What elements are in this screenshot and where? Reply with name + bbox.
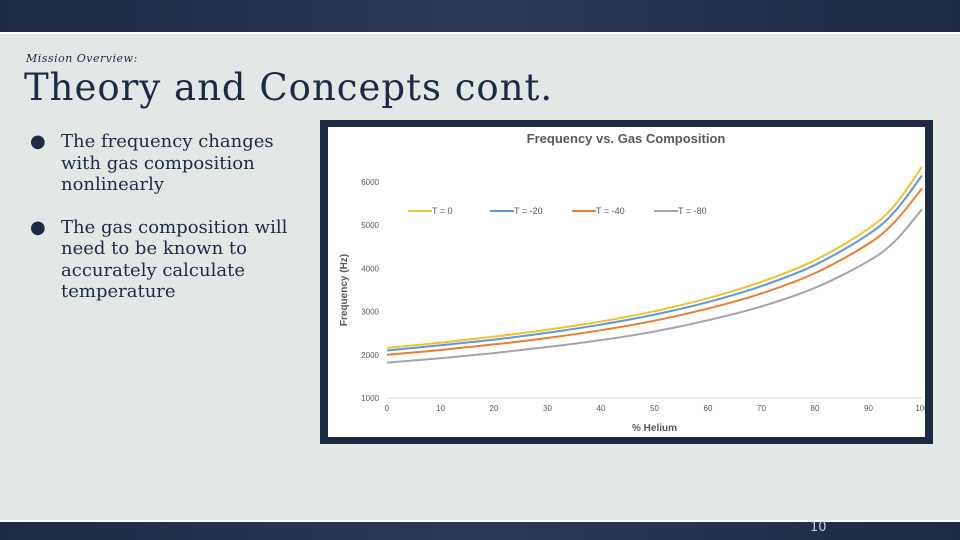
bullet-dot: ● xyxy=(30,216,46,238)
y-tick-label: 1000 xyxy=(361,394,379,403)
bullet-dot: ● xyxy=(30,131,46,152)
chart-title: Frequency vs. Gas Composition xyxy=(527,131,726,146)
x-axis-label: % Helium xyxy=(632,423,677,434)
bullet-item: ● The frequency changes with gas composi… xyxy=(30,131,310,196)
y-tick-label: 5000 xyxy=(361,221,379,230)
legend-label: T = -40 xyxy=(596,206,625,216)
legend-label: T = 0 xyxy=(432,206,453,216)
top-band xyxy=(0,0,960,32)
y-tick-label: 3000 xyxy=(361,308,379,317)
y-tick-label: 2000 xyxy=(361,351,379,360)
bottom-band-divider xyxy=(0,520,960,522)
x-tick-label: 50 xyxy=(650,404,659,413)
x-tick-label: 90 xyxy=(864,404,873,413)
line-chart: Frequency vs. Gas Composition10002000300… xyxy=(339,131,925,434)
x-tick-label: 80 xyxy=(811,404,820,413)
legend-label: T = -80 xyxy=(678,206,707,216)
x-tick-label: 10 xyxy=(436,404,445,413)
y-tick-label: 4000 xyxy=(361,264,379,273)
slide-subtitle: Mission Overview: xyxy=(26,52,138,65)
chart-panel: Frequency vs. Gas Composition 1000 2000 300… xyxy=(328,127,925,437)
y-axis-label: Frequency (Hz) xyxy=(339,254,350,326)
legend-label: T = -20 xyxy=(514,206,543,216)
top-band-divider xyxy=(0,32,960,34)
series-line xyxy=(386,187,923,356)
series-line xyxy=(386,166,923,349)
series-line xyxy=(386,208,923,364)
x-tick-label: 40 xyxy=(597,404,606,413)
series-line xyxy=(386,174,923,352)
x-tick-label: 70 xyxy=(757,404,766,413)
bottom-band xyxy=(0,522,960,540)
y-tick-label: 6000 xyxy=(361,178,379,187)
x-tick-label: 100 xyxy=(915,404,925,413)
bullet-item: ● The gas composition will need to be kn… xyxy=(30,217,310,303)
page-number: 10 xyxy=(810,520,827,535)
bullet-list: ● The frequency changes with gas composi… xyxy=(30,131,310,324)
x-tick-label: 0 xyxy=(385,404,390,413)
x-tick-label: 20 xyxy=(490,404,499,413)
bullet-text: The frequency changes with gas compositi… xyxy=(61,131,274,195)
x-tick-label: 60 xyxy=(704,404,713,413)
chart-frame: Frequency vs. Gas Composition 1000 2000 300… xyxy=(320,120,933,444)
slide-title: Theory and Concepts cont. xyxy=(24,66,554,109)
x-tick-label: 30 xyxy=(543,404,552,413)
bullet-text: The gas composition will need to be know… xyxy=(61,216,288,303)
